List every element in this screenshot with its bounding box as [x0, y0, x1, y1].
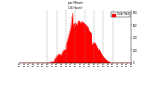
Legend: Solar Rad: Solar Rad	[112, 12, 130, 17]
Title: Milwaukee Weather Solar Radiation
per Minute
(24 Hours): Milwaukee Weather Solar Radiation per Mi…	[51, 0, 100, 10]
